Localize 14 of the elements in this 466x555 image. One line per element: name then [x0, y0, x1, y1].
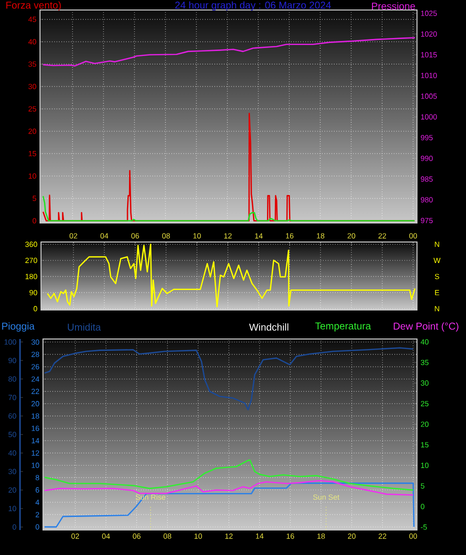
line-series	[44, 347, 414, 410]
text: Dew Point (°C)	[394, 322, 458, 332]
line-series	[46, 244, 416, 308]
line-series	[44, 459, 414, 491]
text: Pioggia	[2, 322, 35, 332]
text: Windchill	[249, 323, 288, 331]
series-label: Umidita	[68, 323, 101, 331]
y-axis-title: Forza vento)	[6, 1, 61, 11]
line-series	[44, 480, 414, 496]
chart-title: 24 hour graph day : 06 Marzo 2024	[175, 1, 331, 11]
y2-axis-title: Pressione	[372, 2, 416, 10]
line-series	[42, 196, 416, 222]
line-series	[42, 37, 416, 67]
text: Temperatura	[315, 322, 371, 332]
